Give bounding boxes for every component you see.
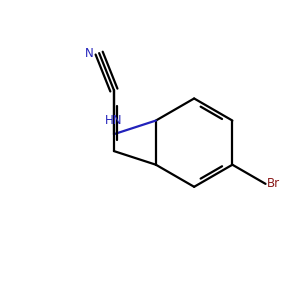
Text: N: N (85, 46, 94, 60)
Text: HN: HN (105, 114, 123, 127)
Text: Br: Br (267, 177, 280, 190)
